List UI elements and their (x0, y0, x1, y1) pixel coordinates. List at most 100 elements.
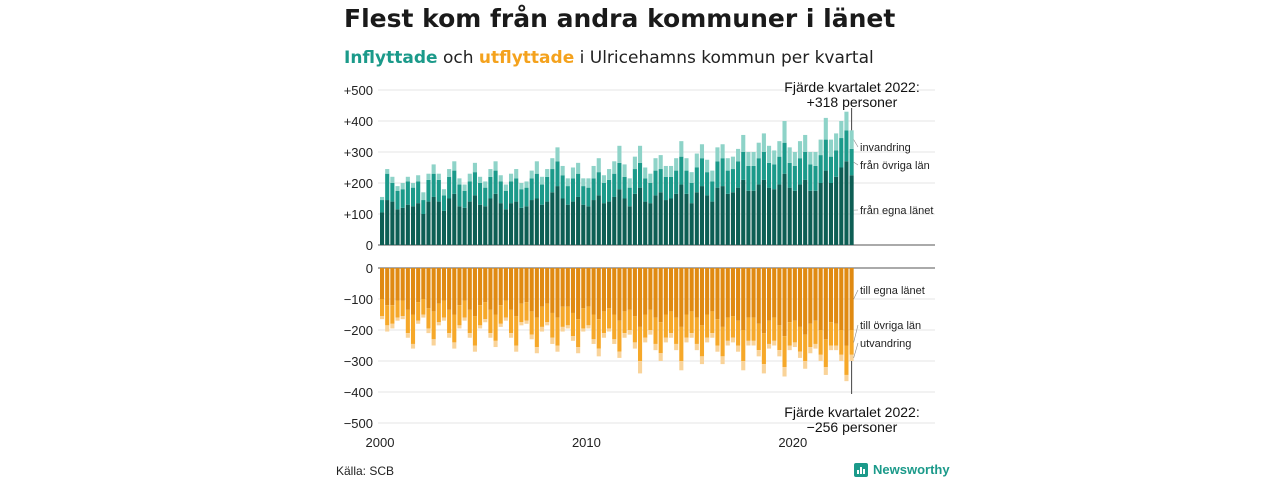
outflow-bar-emigration (632, 342, 637, 349)
inflow-y-tick-label: +200 (344, 176, 373, 191)
series-label-leader (853, 161, 859, 166)
inflow-bar-own-county (452, 193, 457, 245)
outflow-bar-emigration (503, 317, 508, 321)
outflow-bar-other-counties (761, 333, 766, 365)
outflow-bar-own-county (844, 268, 849, 346)
subtitle-outflow-label: utflyttade (478, 48, 575, 68)
outflow-bar-own-county (663, 268, 668, 315)
outflow-bar-own-county (380, 268, 385, 299)
outflow-bar-own-county (694, 268, 699, 318)
outflow-bar-emigration (787, 345, 792, 351)
inflow-bar-own-county (462, 207, 467, 245)
outflow-bar-own-county (390, 268, 395, 306)
inflow-bar-other-counties (720, 158, 725, 187)
outflow-bar-emigration (390, 323, 395, 329)
inflow-bar-immigration (436, 173, 441, 180)
inflow-bar-own-county (441, 210, 447, 245)
outflow-bar-other-counties (601, 311, 606, 334)
outflow-bar-other-counties (839, 330, 844, 355)
outflow-bar-own-county (741, 268, 746, 330)
outflow-bar-own-county (550, 268, 555, 313)
inflow-bar-immigration (498, 175, 503, 182)
inflow-bar-own-county (534, 198, 539, 245)
inflow-bar-own-county (436, 201, 441, 245)
inflow-bar-other-counties (730, 169, 735, 193)
inflow-bar-immigration (478, 176, 483, 183)
outflow-bar-own-county (622, 268, 627, 312)
inflow-bar-immigration (503, 184, 508, 191)
outflow-bar-emigration (565, 325, 570, 329)
inflow-bar-own-county (792, 190, 797, 245)
inflow-bar-own-county (467, 201, 472, 245)
inflow-bar-other-counties (689, 183, 694, 204)
outflow-bar-other-counties (447, 309, 452, 334)
inflow-bar-own-county (601, 203, 606, 245)
inflow-bar-immigration (844, 111, 849, 131)
outflow-bar-emigration (426, 328, 431, 334)
inflow-bar-immigration (395, 186, 400, 191)
inflow-bar-own-county (385, 200, 390, 245)
outflow-bar-emigration (529, 334, 534, 340)
inflow-bar-own-county (539, 204, 545, 245)
inflow-bar-own-county (772, 189, 777, 245)
outflow-bar-own-county (503, 268, 508, 301)
inflow-bar-own-county (607, 201, 612, 245)
outflow-bar-other-counties (658, 322, 663, 354)
outflow-annotation-line1: Fjärde kvartalet 2022: (784, 404, 919, 420)
inflow-bar-other-counties (813, 165, 818, 191)
outflow-bar-emigration (839, 354, 844, 361)
outflow-bar-emigration (777, 350, 782, 357)
outflow-bar-own-county (803, 268, 808, 335)
outflow-bar-other-counties (529, 311, 534, 335)
outflow-y-tick-label: −200 (344, 323, 373, 338)
outflow-bar-emigration (436, 322, 441, 326)
inflow-bar-other-counties (849, 148, 854, 176)
outflow-bar-emigration (607, 328, 612, 332)
outflow-bar-own-county (612, 268, 617, 315)
inflow-bar-own-county (818, 183, 823, 245)
inflow-bar-own-county (674, 193, 679, 245)
inflow-bar-other-counties (684, 170, 689, 194)
inflow-bar-other-counties (653, 170, 658, 196)
outflow-bar-other-counties (741, 330, 746, 361)
outflow-bar-own-county (519, 268, 524, 304)
outflow-bar-own-county (823, 268, 828, 340)
inflow-bar-immigration (534, 161, 539, 174)
outflow-bar-emigration (694, 343, 699, 351)
inflow-bar-own-county (777, 184, 782, 245)
outflow-bar-own-county (570, 268, 576, 313)
inflow-bar-immigration (400, 183, 405, 190)
outflow-bar-other-counties (617, 320, 622, 352)
inflow-bar-other-counties (591, 178, 596, 201)
inflow-bar-other-counties (694, 167, 699, 193)
inflow-bar-immigration (643, 167, 648, 179)
inflow-bar-own-county (426, 201, 431, 245)
outflow-bar-own-county (767, 268, 772, 321)
inflow-bar-immigration (741, 134, 746, 152)
inflow-bar-immigration (813, 152, 818, 166)
outflow-bar-other-counties (622, 311, 627, 334)
inflow-annotation-line1: Fjärde kvartalet 2022: (784, 79, 919, 95)
chart-subtitle: Inflyttade och utflyttade i Ulricehamns … (344, 48, 874, 68)
inflow-bar-other-counties (385, 173, 390, 201)
outflow-bar-emigration (498, 323, 503, 327)
inflow-bar-immigration (467, 173, 472, 182)
inflow-bar-own-county (797, 184, 803, 245)
inflow-bar-own-county (839, 167, 844, 245)
inflow-bar-immigration (509, 173, 514, 182)
brand-logo[interactable]: Newsworthy (854, 462, 950, 477)
outflow-bar-own-county (493, 268, 498, 315)
outflow-bar-emigration (457, 325, 462, 329)
outflow-bar-own-county (761, 268, 766, 334)
outflow-bar-emigration (488, 333, 493, 338)
inflow-bar-other-counties (627, 187, 632, 207)
inflow-bar-other-counties (431, 173, 436, 197)
outflow-bar-own-county (478, 268, 483, 306)
inflow-bar-own-county (519, 207, 524, 245)
inflow-bar-immigration (746, 152, 751, 166)
outflow-bar-other-counties (643, 314, 648, 338)
outflow-bar-own-county (560, 268, 565, 307)
inflow-bar-other-counties (828, 156, 834, 183)
inflow-bar-other-counties (493, 170, 498, 194)
